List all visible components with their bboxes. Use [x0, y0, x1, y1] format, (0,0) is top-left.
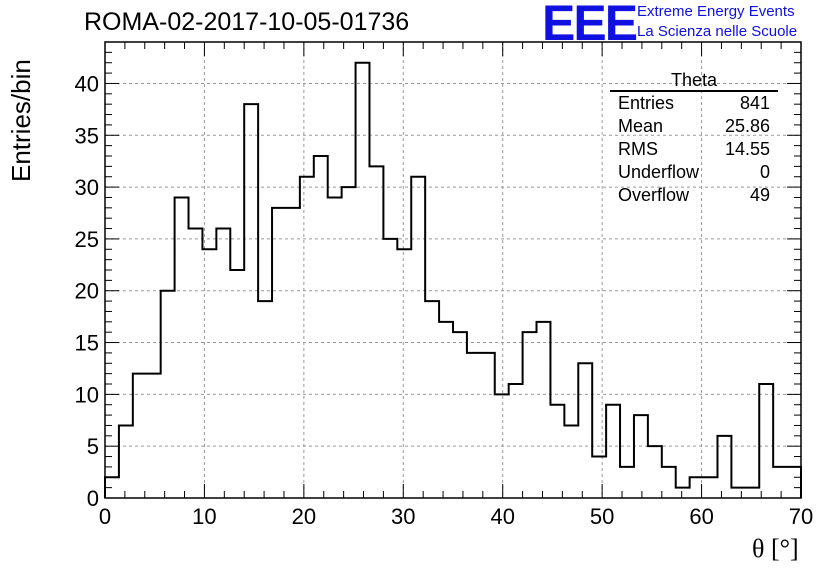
- stats-value: 49: [749, 185, 770, 205]
- histogram-bin: [202, 249, 216, 498]
- histogram-bin: [397, 249, 411, 498]
- histogram-bin: [537, 322, 551, 498]
- stats-row-mean: Mean 25.86: [610, 115, 778, 138]
- histogram-bin: [356, 63, 370, 498]
- histogram-bin: [509, 384, 523, 498]
- y-tick-label: 30: [75, 175, 99, 200]
- histogram-bin: [425, 301, 439, 498]
- histogram-bin: [286, 208, 300, 498]
- histogram-bin: [453, 332, 467, 498]
- logo-caption-line1: Extreme Energy Events: [637, 3, 795, 20]
- x-tick-label: 30: [391, 504, 415, 529]
- histogram-bin: [161, 291, 175, 498]
- stats-value: 25.86: [724, 116, 770, 136]
- histogram-bin: [272, 208, 286, 498]
- histogram-bin: [773, 467, 787, 498]
- histogram-bin: [300, 177, 314, 498]
- histogram-bin: [648, 446, 662, 498]
- stats-value: 14.55: [724, 139, 770, 159]
- x-tick-label: 40: [490, 504, 514, 529]
- y-tick-label: 20: [75, 279, 99, 304]
- histogram-bin: [258, 301, 272, 498]
- histogram-bin: [523, 332, 537, 498]
- histogram-bin: [787, 467, 801, 498]
- histogram-bin: [175, 197, 189, 498]
- x-tick-label: 20: [292, 504, 316, 529]
- histogram-series: [104, 61, 802, 498]
- stats-title: Theta: [610, 70, 778, 92]
- histogram-bin: [119, 425, 133, 498]
- histogram-bin: [383, 239, 397, 498]
- histogram-bin: [564, 425, 578, 498]
- histogram-bin: [578, 363, 592, 498]
- histogram-bin: [662, 467, 676, 498]
- histogram-bin: [216, 229, 230, 498]
- histogram-bin: [467, 353, 481, 498]
- stats-label: Overflow: [618, 185, 690, 205]
- y-tick-label: 25: [75, 227, 99, 252]
- histogram-bin: [369, 166, 383, 498]
- histogram-bin: [676, 488, 690, 498]
- x-tick-label: 0: [99, 504, 111, 529]
- chart-title: ROMA-02-2017-10-05-01736: [84, 8, 410, 36]
- histogram-bin: [328, 197, 342, 498]
- x-tick-label: 60: [689, 504, 713, 529]
- histogram-bin: [731, 488, 745, 498]
- y-tick-label: 0: [87, 486, 99, 511]
- stats-row-underflow: Underflow 0: [610, 161, 778, 184]
- stats-row-rms: RMS 14.55: [610, 138, 778, 161]
- histogram-bin: [314, 156, 328, 498]
- x-tick-label: 50: [590, 504, 614, 529]
- stats-label: Mean: [618, 116, 664, 136]
- stats-row-overflow: Overflow 49: [610, 184, 778, 207]
- logo-caption-line2: La Scienza nelle Scuole: [637, 23, 798, 40]
- x-axis-label: θ [°]: [752, 534, 799, 563]
- y-axis-label: Entries/bin: [6, 59, 36, 182]
- histogram-bin: [244, 104, 258, 498]
- histogram-bin: [745, 488, 759, 498]
- histogram-bin: [147, 374, 161, 498]
- stats-value: 0: [759, 162, 770, 182]
- stats-label: Underflow: [618, 162, 700, 182]
- stats-box: Theta Entries 841 Mean 25.86 RMS 14.55 U…: [610, 70, 778, 207]
- eee-logo: EEE: [542, 0, 638, 51]
- histogram-bin: [481, 353, 495, 498]
- histogram-bin: [342, 187, 356, 498]
- histogram-bin: [550, 405, 564, 498]
- y-tick-label: 5: [87, 434, 99, 459]
- y-tick-label: 35: [75, 123, 99, 148]
- histogram-bin: [411, 177, 425, 498]
- x-tick-label: 10: [192, 504, 216, 529]
- histogram-bin: [133, 374, 147, 498]
- stats-label: Entries: [618, 93, 675, 113]
- y-tick-label: 15: [75, 331, 99, 356]
- stats-row-entries: Entries 841: [610, 92, 778, 115]
- y-tick-label: 40: [75, 71, 99, 96]
- histogram-bin: [439, 322, 453, 498]
- y-tick-label: 10: [75, 382, 99, 407]
- histogram-bin: [495, 394, 509, 498]
- x-tick-label: 70: [789, 504, 813, 529]
- histogram-bin: [759, 384, 773, 498]
- stats-label: RMS: [618, 139, 658, 159]
- histogram-bin: [717, 436, 731, 498]
- stats-value: 841: [739, 93, 770, 113]
- histogram-bin: [592, 457, 606, 498]
- histogram-bin: [189, 229, 203, 498]
- histogram-bin: [634, 415, 648, 498]
- histogram-bin: [230, 270, 244, 498]
- histogram-bin: [704, 477, 718, 498]
- histogram-bin: [606, 405, 620, 498]
